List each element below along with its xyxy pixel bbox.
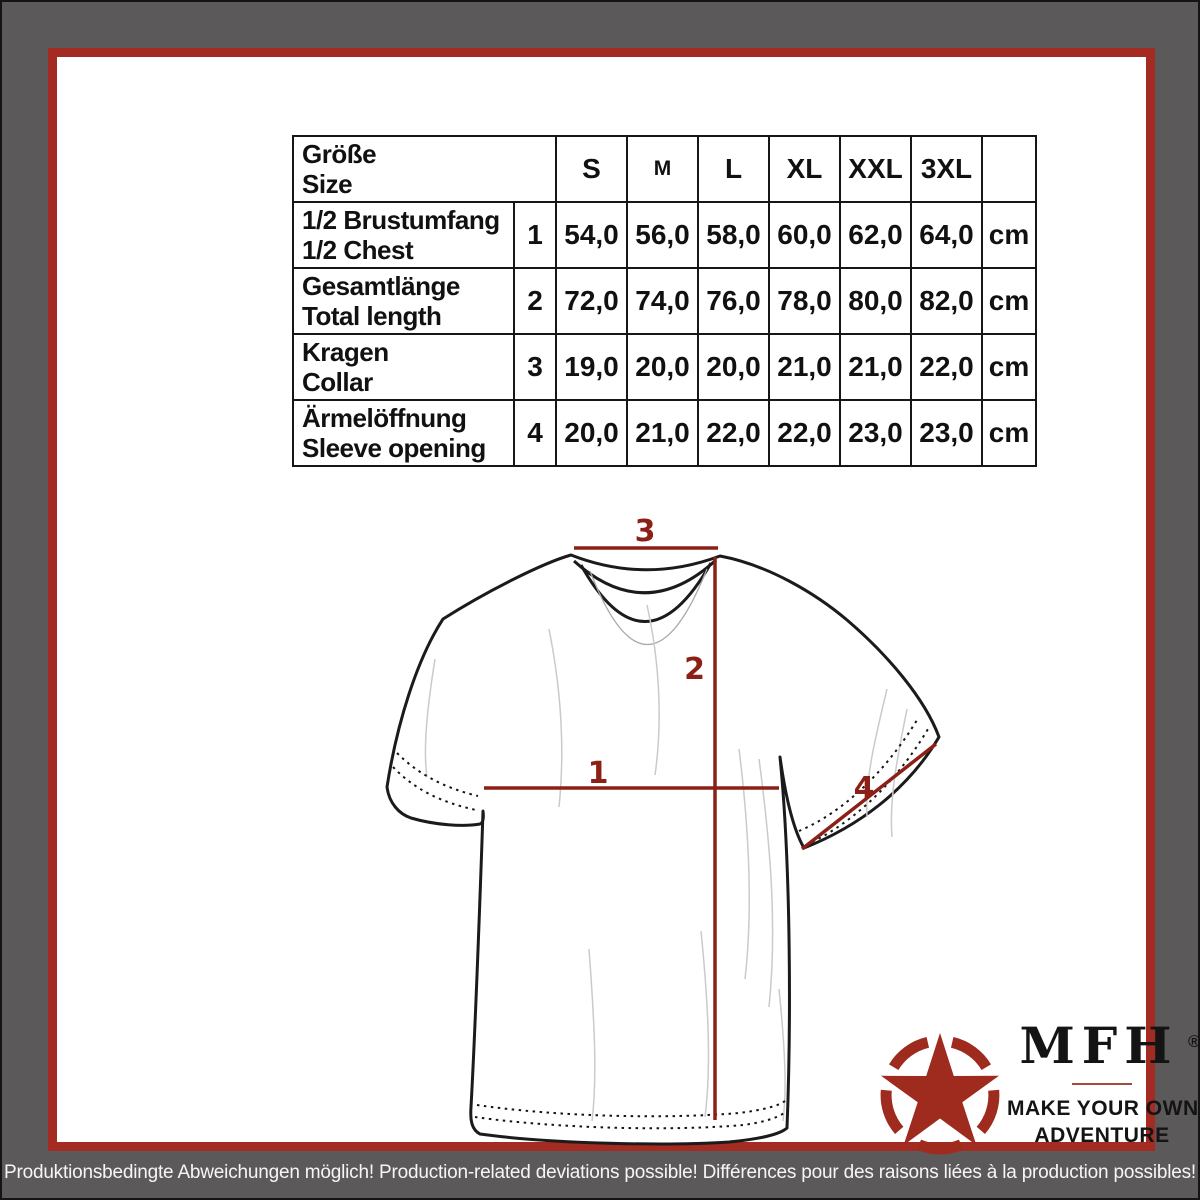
cell-value: 74,0: [626, 267, 699, 335]
row-label: Ärmelöffnung Sleeve opening: [292, 399, 515, 467]
cell-value: 20,0: [626, 333, 699, 401]
cell-value: 54,0: [555, 201, 628, 269]
cell-value: 19,0: [555, 333, 628, 401]
tshirt-outline: [385, 553, 941, 1146]
cell-value: 76,0: [697, 267, 770, 335]
measure-line-sleeve: [800, 742, 938, 851]
cell-unit: cm: [981, 267, 1037, 335]
cell-value: 20,0: [555, 399, 628, 467]
col-header-xxl: XXL: [839, 135, 912, 203]
row-label-de: Kragen: [302, 337, 389, 367]
brand-tagline-line2: ADVENTURE: [1034, 1124, 1170, 1147]
row-label-en: Sleeve opening: [302, 433, 486, 463]
size-table: Größe Size S M L XL XXL 3XL 1/2 Brustumf…: [292, 135, 1037, 467]
row-label-de: Gesamtlänge: [302, 271, 460, 301]
tshirt-diagram: 3 2 1 4: [385, 514, 941, 1146]
row-measure-number: 3: [513, 333, 557, 401]
col-header-s: S: [555, 135, 628, 203]
cell-value: 62,0: [839, 201, 912, 269]
row-label-en: Collar: [302, 367, 373, 397]
collar-inner-arc: [579, 562, 713, 623]
collar-shadow-arc: [589, 568, 708, 646]
cell-value: 82,0: [910, 267, 983, 335]
table-row-sleeve: Ärmelöffnung Sleeve opening 4 20,0 21,0 …: [292, 399, 1037, 467]
header-size-label: Größe Size: [292, 135, 557, 203]
table-row-collar: Kragen Collar 3 19,0 20,0 20,0 21,0 21,0…: [292, 333, 1037, 401]
registered-trademark-symbol: ®: [1188, 1032, 1200, 1051]
star-shape: [881, 1033, 999, 1146]
production-disclaimer: Produktionsbedingte Abweichungen möglich…: [3, 1162, 1196, 1183]
col-header-empty: [981, 135, 1037, 203]
cell-value: 21,0: [626, 399, 699, 467]
cell-value: 21,0: [768, 333, 841, 401]
measure-label-collar: 3: [635, 514, 656, 549]
cell-value: 23,0: [839, 399, 912, 467]
header-label-en: Size: [302, 169, 353, 199]
row-label-de: Ärmelöffnung: [302, 403, 467, 433]
brand-name-text: MFH: [1019, 1016, 1179, 1075]
cell-value: 20,0: [697, 333, 770, 401]
table-header-row: Größe Size S M L XL XXL 3XL: [292, 135, 1037, 203]
row-label: Kragen Collar: [292, 333, 515, 401]
cell-value: 21,0: [839, 333, 912, 401]
measure-label-sleeve: 4: [854, 771, 875, 806]
cell-value: 22,0: [697, 399, 770, 467]
cell-value: 56,0: [626, 201, 699, 269]
col-header-l: L: [697, 135, 770, 203]
cell-value: 22,0: [910, 333, 983, 401]
table-row-chest: 1/2 Brustumfang 1/2 Chest 1 54,0 56,0 58…: [292, 201, 1037, 269]
row-label: 1/2 Brustumfang 1/2 Chest: [292, 201, 515, 269]
table-row-length: Gesamtlänge Total length 2 72,0 74,0 76,…: [292, 267, 1037, 335]
fabric-creases: [424, 604, 908, 1122]
row-label-en: Total length: [302, 301, 442, 331]
cell-value: 78,0: [768, 267, 841, 335]
row-label-en: 1/2 Chest: [302, 235, 414, 265]
row-measure-number: 1: [513, 201, 557, 269]
cell-value: 80,0: [839, 267, 912, 335]
hem-stitch-lines: [392, 719, 929, 1130]
cell-value: 23,0: [910, 399, 983, 467]
header-label-de: Größe: [302, 139, 377, 169]
cell-value: 64,0: [910, 201, 983, 269]
brand-text-block: MFH ® MAKE YOUR OWN ADVENTURE: [1007, 1021, 1200, 1149]
col-header-xl: XL: [768, 135, 841, 203]
content-panel: Größe Size S M L XL XXL 3XL 1/2 Brustumf…: [48, 48, 1200, 1155]
cell-unit: cm: [981, 333, 1037, 401]
col-header-3xl: 3XL: [910, 135, 983, 203]
row-label: Gesamtlänge Total length: [292, 267, 515, 335]
row-measure-number: 4: [513, 399, 557, 467]
brand-name: MFH ®: [1019, 1021, 1200, 1071]
cell-unit: cm: [981, 201, 1037, 269]
col-header-m: M: [626, 135, 699, 203]
cell-value: 22,0: [768, 399, 841, 467]
row-measure-number: 2: [513, 267, 557, 335]
cell-unit: cm: [981, 399, 1037, 467]
row-label-de: 1/2 Brustumfang: [302, 205, 500, 235]
cell-value: 58,0: [697, 201, 770, 269]
star-circle-arcs: [880, 1037, 1000, 1155]
measure-label-chest: 1: [588, 756, 609, 791]
brand-divider: [1072, 1083, 1132, 1085]
brand-tagline-line1: MAKE YOUR OWN: [1007, 1097, 1199, 1120]
mfh-star-icon: [880, 1033, 1000, 1155]
cell-value: 72,0: [555, 267, 628, 335]
measure-label-length: 2: [684, 652, 705, 687]
cell-value: 60,0: [768, 201, 841, 269]
